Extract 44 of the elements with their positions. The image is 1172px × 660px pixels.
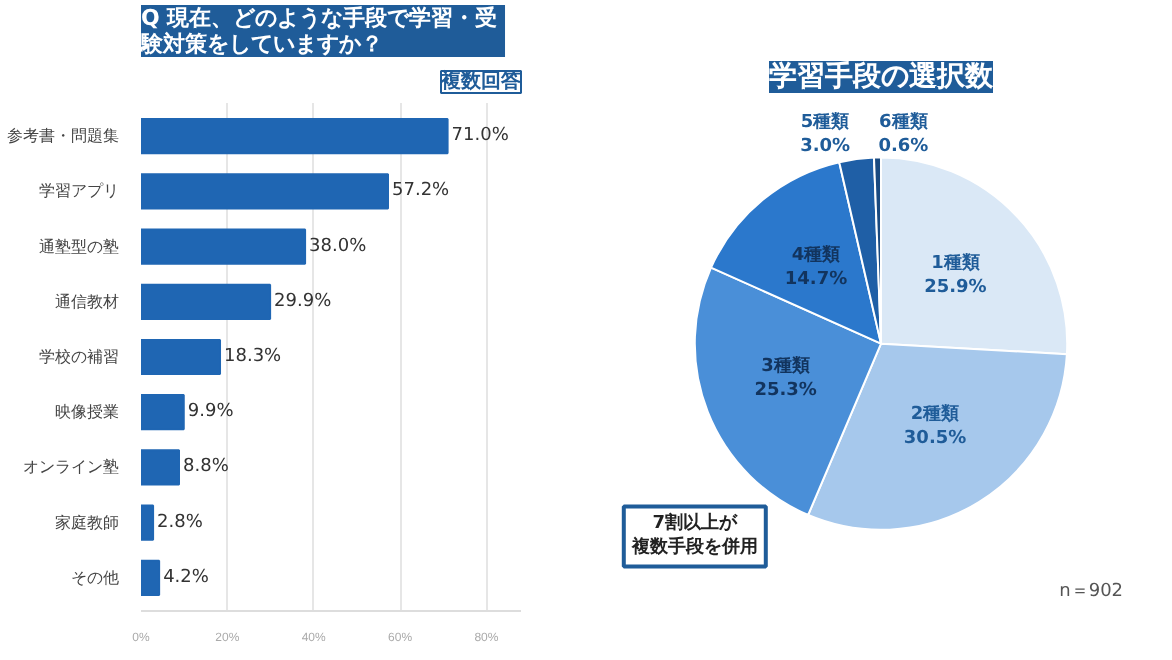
- slice-label: 4種類: [791, 243, 841, 266]
- data-label: 18.3%: [224, 347, 283, 367]
- y-tick-label: 映像授業: [55, 403, 119, 422]
- slice-label: 1種類: [931, 252, 980, 275]
- bar: [141, 338, 222, 376]
- data-label: 4.2%: [163, 567, 210, 588]
- data-label: 71.0%: [451, 126, 510, 147]
- text: 7割以上が複数手段を併用: [629, 512, 758, 559]
- data-label: 29.9%: [274, 291, 333, 312]
- slice-label: 3種類: [761, 355, 810, 378]
- y-tick-label: 参考書・問題集: [7, 127, 119, 146]
- y-tick-label: 通塾型の塾: [39, 237, 119, 256]
- y-tick-label: 学習アプリ: [39, 182, 119, 201]
- bar: [141, 449, 180, 486]
- bar: [141, 118, 449, 155]
- y-tick-label: その他: [71, 568, 119, 587]
- data-label: 14.7%: [784, 269, 848, 290]
- data-label: 57.2%: [392, 181, 451, 202]
- data-label: 3.0%: [800, 137, 851, 158]
- y-tick-label: 通信教材: [55, 292, 119, 311]
- bar: [141, 283, 272, 320]
- bar: [141, 504, 155, 541]
- slice-label: 2種類: [910, 402, 960, 425]
- slice-label: 6種類: [879, 111, 928, 134]
- text: Q 現在、どのような手段で学習・受: [141, 5, 498, 31]
- bar: [141, 228, 307, 265]
- data-label: 25.3%: [754, 381, 817, 402]
- chart-title: 験対策をしていますか？: [141, 31, 383, 57]
- bar: [141, 559, 161, 596]
- bar: [141, 173, 389, 210]
- data-label: 0.6%: [878, 137, 929, 158]
- chart-title: 学習手段の選択数: [769, 59, 995, 93]
- y-tick-label: 家庭教師: [55, 513, 119, 532]
- data-label: 2.8%: [157, 512, 204, 533]
- slice-label: 5種類: [800, 111, 850, 134]
- bar: [141, 394, 185, 431]
- data-label: 38.0%: [309, 236, 368, 257]
- y-tick-label: オンライン塾: [23, 458, 119, 477]
- data-label: 8.8%: [183, 457, 230, 478]
- text: n＝902: [1059, 582, 1124, 603]
- data-label: 30.5%: [903, 428, 967, 449]
- data-label: 9.9%: [187, 402, 235, 423]
- data-label: 25.9%: [924, 278, 987, 299]
- y-tick-label: 学校の補習: [39, 348, 119, 366]
